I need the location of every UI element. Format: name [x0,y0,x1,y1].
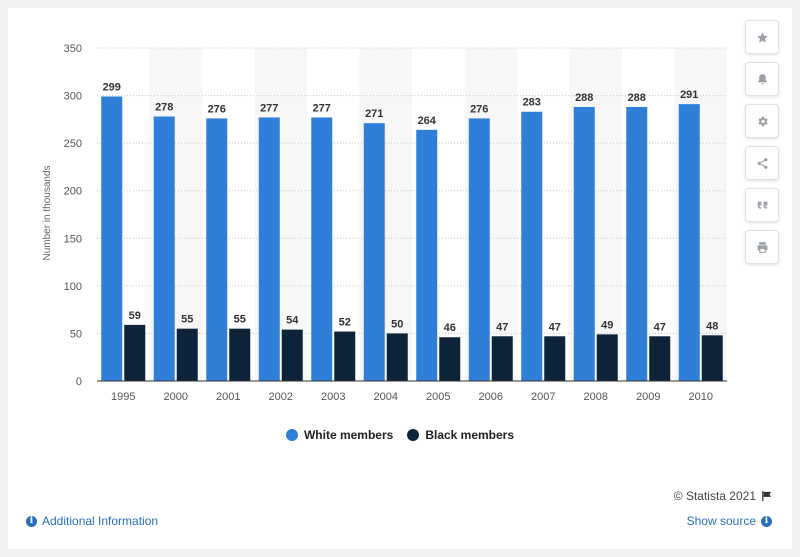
y-axis-label: Number in thousands [42,165,53,260]
data-label: 276 [208,103,226,115]
bar-black-members[interactable] [544,336,566,381]
bar-black-members[interactable] [439,337,461,381]
quote-icon[interactable] [745,188,779,222]
side-toolbar [745,20,781,272]
legend-label-white: White members [303,428,394,442]
bar-white-members[interactable] [416,129,438,381]
data-label: 48 [706,320,718,332]
legend-label-black: Black members [425,428,515,442]
y-tick-label: 250 [64,138,82,150]
y-tick-label: 350 [64,43,82,55]
bar-white-members[interactable] [521,111,543,381]
x-tick-label: 2010 [689,391,713,403]
show-source-label: Show source [686,514,756,528]
bar-white-members[interactable] [678,104,700,382]
x-tick-label: 2004 [374,391,398,403]
x-tick-label: 2001 [216,391,240,403]
bar-white-members[interactable] [363,123,385,382]
y-tick-label: 300 [64,91,82,103]
bar-white-members[interactable] [101,96,123,381]
flag-icon [762,491,772,501]
bar-white-members[interactable] [626,106,648,381]
bar-white-members[interactable] [206,118,228,382]
data-label: 54 [286,315,299,327]
data-label: 47 [654,321,666,333]
share-icon[interactable] [745,146,779,180]
data-label: 277 [313,102,331,114]
bar-white-members[interactable] [153,116,175,381]
data-label: 46 [444,322,456,334]
bar-black-members[interactable] [281,329,303,381]
y-tick-label: 200 [64,186,82,198]
data-label: 59 [129,310,141,322]
bar-black-members[interactable] [124,324,146,381]
show-source-link[interactable]: Show source i [687,514,772,528]
y-tick-label: 0 [76,376,82,388]
data-label: 47 [549,321,561,333]
legend-marker-black [407,429,420,441]
x-tick-label: 2002 [269,391,293,403]
bar-black-members[interactable] [649,336,671,381]
info-icon: i [761,515,772,527]
credit-text: © Statista 2021 [673,489,756,503]
data-label: 276 [470,103,488,115]
data-label: 299 [103,82,121,94]
additional-information-link[interactable]: i Additional Information [26,514,158,528]
x-tick-label: 1995 [111,391,135,403]
data-label: 288 [575,92,593,104]
gridlines [97,47,727,334]
data-label: 55 [234,314,246,326]
bars [101,96,723,382]
data-label: 291 [680,89,698,101]
data-label: 50 [391,318,403,330]
data-labels: 299 59 278 55 276 55 277 54 277 52 271 50 264 46 276 47… [103,82,719,335]
legend-item-black-members[interactable]: Black members [407,428,514,442]
data-label: 278 [155,102,173,114]
x-tick-label: 2007 [531,391,555,403]
data-label: 52 [339,317,351,329]
data-label: 47 [496,321,508,333]
y-tick-label: 100 [64,281,82,293]
x-tick-label: 2000 [164,391,188,403]
print-icon[interactable] [745,230,779,264]
y-tick-label: 50 [70,328,82,340]
bar-black-members[interactable] [491,336,513,381]
bar-white-members[interactable] [258,117,280,381]
y-axis-ticks: 0 50 100 150 200 250 300 350 [64,43,82,388]
data-label: 288 [628,92,646,104]
bar-black-members[interactable] [176,328,198,381]
bell-icon[interactable] [745,62,779,96]
bar-black-members[interactable] [334,331,356,381]
data-label: 264 [418,115,437,127]
bar-white-members[interactable] [468,118,490,382]
bar-black-members[interactable] [596,334,618,381]
bar-black-members[interactable] [229,328,251,381]
legend-item-white-members[interactable]: White members [285,428,394,442]
y-tick-label: 150 [64,233,82,245]
bar-white-members[interactable] [311,117,333,381]
x-axis-ticks: 1995 2000 2001 2002 2003 2004 2005 2006 2007 2008… [111,391,713,403]
gear-icon[interactable] [745,104,779,138]
additional-information-label: Additional Information [42,514,159,528]
data-label: 277 [260,102,278,114]
legend-marker-white [285,429,298,441]
data-label: 271 [365,108,383,120]
x-tick-label: 2008 [584,391,608,403]
x-tick-label: 2009 [636,391,660,403]
statista-credit[interactable]: © Statista 2021 [674,489,772,503]
x-tick-label: 2003 [321,391,345,403]
data-label: 55 [181,314,193,326]
data-label: 49 [601,319,613,331]
bar-black-members[interactable] [701,335,723,381]
bar-black-members[interactable] [386,333,408,381]
x-tick-label: 2005 [426,391,450,403]
chart-legend: White members Black members [0,428,800,442]
star-icon[interactable] [745,20,779,54]
info-icon: i [26,515,37,527]
x-tick-label: 2006 [479,391,503,403]
data-label: 283 [523,97,541,109]
bar-white-members[interactable] [573,106,595,381]
